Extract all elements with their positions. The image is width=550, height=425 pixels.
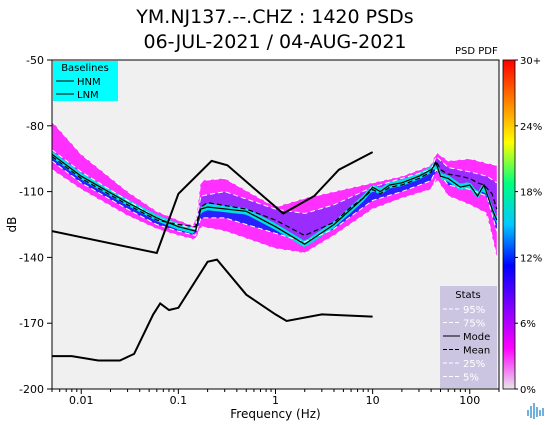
stats-legend-box — [440, 286, 497, 388]
x-axis-label: Frequency (Hz) — [230, 407, 321, 421]
x-tick-label: 1 — [272, 394, 279, 407]
x-tick-label: 10 — [366, 394, 380, 407]
y-tick-label: -140 — [19, 251, 44, 264]
y-tick-label: -200 — [19, 383, 44, 396]
series-line-hnm — [52, 151, 374, 255]
waveform-logo — [527, 403, 544, 419]
pdf-density-layer — [52, 121, 498, 362]
series-line-25pct — [52, 160, 498, 243]
series-line-mode — [52, 153, 498, 245]
colorbar-tick-label: 6% — [520, 319, 536, 330]
stats-legend-label: 25% — [463, 359, 485, 370]
series-line-75pct — [52, 149, 498, 230]
y-axis-label: dB — [5, 217, 19, 233]
y-tick-label: -110 — [19, 186, 44, 199]
x-tick-label: 0.1 — [170, 394, 188, 407]
series-line-5pct — [52, 169, 498, 258]
density-core — [52, 151, 497, 248]
x-tick-label: 100 — [459, 394, 480, 407]
stats-legend-label: 95% — [463, 305, 485, 316]
baseline-legend-label: LNM — [77, 90, 99, 101]
series-line-95pct — [52, 121, 497, 228]
stats-legend-label: Mean — [463, 346, 490, 357]
chart-subtitle: 06-JUL-2021 / 04-AUG-2021 — [143, 31, 407, 53]
colorbar-tick-label: 24% — [520, 122, 542, 133]
baseline-legend-label: HNM — [77, 77, 101, 88]
stats-legend-label: 5% — [463, 373, 479, 384]
y-tick-label: -80 — [26, 120, 44, 133]
stats-legend-label: Mode — [463, 332, 490, 343]
chart-title: YM.NJ137.--.CHZ : 1420 PSDs — [136, 6, 414, 28]
x-tick-label: 0.01 — [69, 394, 94, 407]
baselines-legend-title: Baselines — [61, 63, 109, 74]
colorbar-label: PSD PDF — [455, 46, 498, 57]
colorbar — [502, 59, 516, 390]
colorbar-tick-label: 30+ — [520, 56, 541, 67]
series-line-mean — [52, 156, 498, 237]
colorbar-tick-label: 12% — [520, 253, 542, 264]
y-tick-label: -50 — [26, 54, 44, 67]
colorbar-tick-label: 18% — [520, 188, 542, 199]
stats-legend-title: Stats — [455, 290, 481, 301]
stats-legend-label: 75% — [463, 319, 485, 330]
y-tick-label: -170 — [19, 317, 44, 330]
series-line-lnm — [52, 258, 373, 362]
colorbar-tick-label: 0% — [520, 385, 536, 396]
